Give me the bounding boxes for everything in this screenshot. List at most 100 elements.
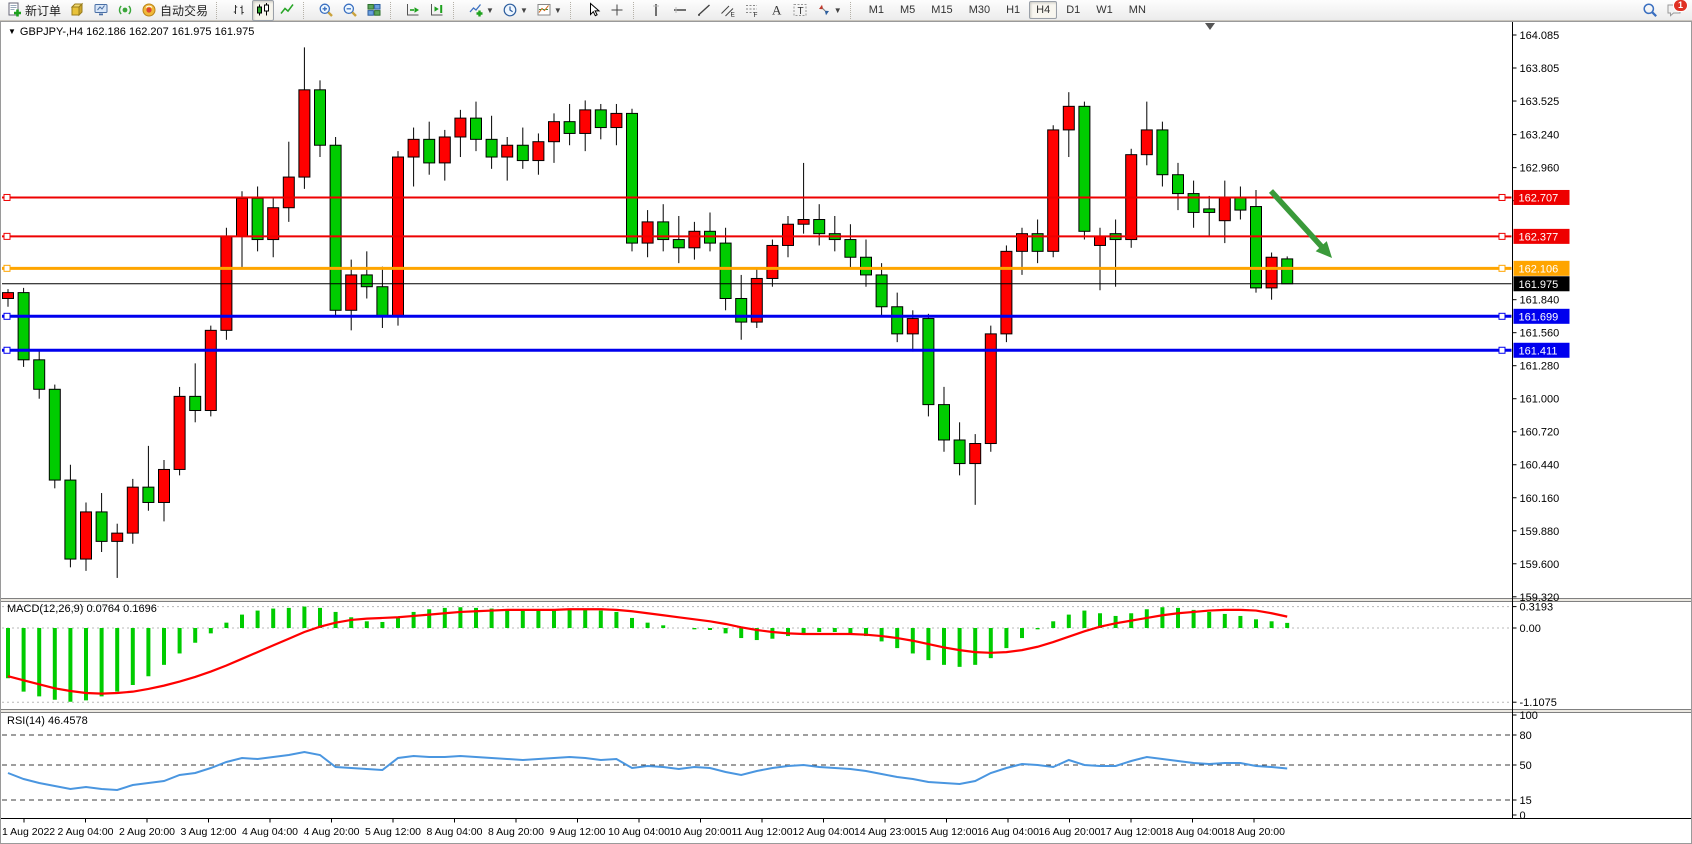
- cube-icon: [70, 2, 84, 17]
- timeframe-h4-button[interactable]: H4: [1029, 1, 1058, 19]
- price-line-label-box: [1513, 308, 1570, 324]
- text-label-button[interactable]: T: [789, 0, 811, 21]
- candle: [64, 479, 77, 560]
- line-handle[interactable]: [3, 232, 11, 240]
- chart-shift-marker-icon[interactable]: [1205, 23, 1215, 30]
- horizontal-line-button[interactable]: [669, 0, 691, 21]
- rsi-axis-label: 100: [1520, 710, 1538, 722]
- candle: [1078, 105, 1091, 232]
- new-order-button[interactable]: 新订单: [3, 0, 64, 21]
- timeframe-mn-button[interactable]: MN: [1128, 4, 1146, 16]
- timeframe-d1-button[interactable]: D1: [1066, 4, 1081, 16]
- chart-shift-button[interactable]: [426, 0, 448, 21]
- line-handle[interactable]: [1498, 232, 1506, 240]
- zoomout-icon: [343, 3, 357, 17]
- zoom-out-button[interactable]: [339, 0, 361, 21]
- chevron-down-icon[interactable]: ▼: [486, 5, 494, 15]
- price-axis-label: 159.880: [1520, 526, 1560, 538]
- arrows-button[interactable]: ▼: [813, 0, 845, 21]
- price-line-label-box: [1513, 342, 1570, 358]
- toolbar-group-trade: 新订单 自动交易: [2, 0, 212, 21]
- time-axis-label: 5 Aug 12:00: [365, 826, 421, 838]
- auto-scroll-button[interactable]: [402, 0, 424, 21]
- indicators-button[interactable]: ▼: [465, 0, 497, 21]
- line-handle[interactable]: [3, 193, 11, 201]
- symbol-dropdown-icon[interactable]: ▼: [8, 27, 16, 36]
- chevron-down-icon[interactable]: ▼: [833, 5, 842, 15]
- candle: [922, 318, 935, 406]
- time-axis-label: 18 Aug 20:00: [1223, 826, 1285, 838]
- tiles-icon: [367, 4, 381, 16]
- panel-separator[interactable]: [1, 709, 1691, 713]
- crosshair-button[interactable]: [606, 0, 628, 21]
- candle: [282, 176, 295, 209]
- chart-candles-button[interactable]: [252, 0, 275, 21]
- timeframe-w1-button[interactable]: W1: [1096, 4, 1113, 16]
- data-window-button[interactable]: [90, 0, 112, 21]
- fibonacci-button[interactable]: F: [741, 0, 763, 21]
- candle: [1094, 235, 1106, 246]
- auto-trading-button[interactable]: 自动交易: [138, 0, 211, 21]
- line-handle[interactable]: [1498, 312, 1506, 320]
- time-axis-label: 10 Aug 04:00: [608, 826, 670, 838]
- text-button[interactable]: A: [765, 0, 787, 21]
- line-handle[interactable]: [1498, 346, 1506, 354]
- line-handle[interactable]: [3, 264, 11, 272]
- price-line-label-box: [1513, 276, 1570, 292]
- timeframe-h1-button[interactable]: H1: [1006, 4, 1021, 16]
- time-axis-label: 8 Aug 20:00: [488, 826, 544, 838]
- price-axis-label: 163.805: [1520, 63, 1560, 75]
- timeframe-m15-button[interactable]: M15: [931, 4, 953, 16]
- cursor-button[interactable]: [582, 0, 604, 21]
- time-axis-label: 8 Aug 04:00: [426, 826, 482, 838]
- chart-line-button[interactable]: [276, 0, 298, 21]
- svg-text:F: F: [753, 12, 757, 18]
- search-button[interactable]: [1639, 0, 1661, 21]
- line-handle[interactable]: [3, 312, 11, 320]
- candle: [485, 138, 498, 158]
- candle: [48, 388, 61, 481]
- candle: [236, 197, 248, 237]
- arrows-icon: [818, 4, 829, 16]
- chevron-down-icon[interactable]: ▼: [553, 5, 562, 15]
- line-handle[interactable]: [1498, 193, 1506, 201]
- candle: [454, 117, 467, 138]
- line-handle[interactable]: [1498, 264, 1506, 272]
- navigator-button[interactable]: [114, 0, 136, 21]
- timeframe-m1-button[interactable]: M1: [868, 4, 884, 16]
- timeframe-m30-button[interactable]: M30: [968, 4, 991, 16]
- toolbar-right: 1: [1638, 0, 1692, 21]
- trendline-button[interactable]: [693, 0, 715, 21]
- timeframe-m5-button[interactable]: M5: [900, 4, 916, 16]
- templates-button[interactable]: ▼: [533, 0, 565, 21]
- candle: [1187, 193, 1200, 213]
- line-handle[interactable]: [3, 346, 11, 354]
- price-line-label: 161.975: [1519, 279, 1559, 291]
- candle: [298, 89, 311, 178]
- trend-arrow-head[interactable]: [1315, 241, 1332, 258]
- tile-windows-button[interactable]: [363, 0, 385, 21]
- candle: [33, 359, 46, 390]
- notifications-button[interactable]: 1: [1663, 0, 1688, 21]
- trend-arrow[interactable]: [1268, 189, 1326, 251]
- zoom-in-button[interactable]: [315, 0, 337, 21]
- candle: [813, 219, 826, 235]
- main-toolbar: 新订单 自动交易 ▼ ▼ ▼ E F A T ▼ M1 M5 M15 M30 H1 H4 D1 W1 MN 1: [0, 0, 1692, 21]
- candle: [1218, 196, 1231, 222]
- periods-button[interactable]: ▼: [499, 0, 531, 21]
- market-watch-button[interactable]: [66, 0, 88, 21]
- chevron-down-icon[interactable]: ▼: [519, 5, 528, 15]
- robot-icon: [142, 3, 156, 17]
- vertical-line-button[interactable]: [645, 0, 667, 21]
- chart-bars-button[interactable]: [228, 0, 250, 21]
- time-axis-label: 3 Aug 12:00: [180, 826, 236, 838]
- macd-axis-label: 0.00: [1520, 623, 1541, 635]
- candle: [1047, 129, 1060, 252]
- candle: [735, 298, 748, 323]
- candle: [657, 221, 670, 241]
- equidistant-channel-button[interactable]: E: [717, 0, 739, 21]
- indplus-icon: [469, 4, 483, 17]
- price-axis-label: 160.440: [1520, 460, 1560, 472]
- panel-separator[interactable]: [1, 598, 1691, 602]
